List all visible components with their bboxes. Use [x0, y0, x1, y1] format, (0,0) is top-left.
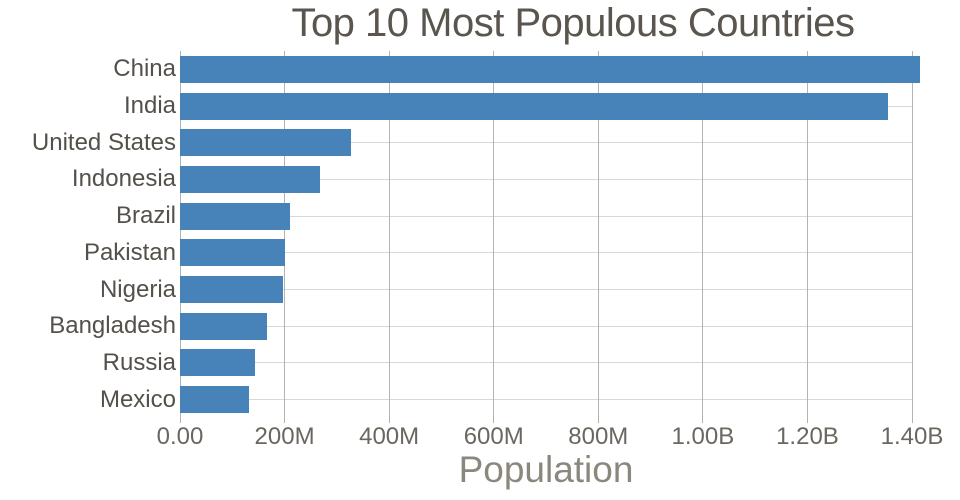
- y-tick-label-china: China: [113, 55, 176, 83]
- y-tick-label-india: India: [123, 92, 176, 120]
- plot-panel: [179, 51, 946, 423]
- gridline-x-200M: [284, 51, 286, 423]
- x-tick-label: 400M: [359, 423, 420, 450]
- gridline-y-nigeria: [180, 289, 912, 291]
- gridline-x-600M: [493, 51, 495, 423]
- bar-pakistan: [180, 239, 286, 267]
- bar-brazil: [180, 202, 291, 230]
- y-tick-label-bangladesh: Bangladesh: [49, 312, 176, 340]
- x-tick-label: 200M: [254, 423, 315, 450]
- y-tick-label-brazil: Brazil: [115, 202, 176, 230]
- gridline-x-400M: [388, 51, 390, 423]
- bar-russia: [180, 349, 256, 377]
- gridline-x-1.20B: [806, 51, 808, 423]
- bar-nigeria: [180, 276, 283, 304]
- x-tick-label: 0.00: [156, 423, 204, 450]
- gridline-y-indonesia: [180, 178, 912, 180]
- y-tick-label-pakistan: Pakistan: [83, 238, 176, 266]
- gridline-y-pakistan: [180, 252, 912, 254]
- bar-bangladesh: [180, 312, 267, 340]
- y-tick-label-russia: Russia: [102, 348, 176, 376]
- bar-united-states: [180, 129, 351, 157]
- y-tick-label-indonesia: Indonesia: [71, 165, 176, 193]
- y-tick-label-nigeria: Nigeria: [99, 275, 176, 303]
- gridline-y-bangladesh: [180, 325, 912, 327]
- gridline-x-800M: [597, 51, 599, 423]
- bar-china: [180, 55, 920, 83]
- x-tick-label: 600M: [463, 423, 524, 450]
- y-tick-label-mexico: Mexico: [99, 385, 176, 413]
- bar-indonesia: [180, 165, 320, 193]
- x-tick-label: 800M: [568, 423, 629, 450]
- x-axis-title: Population: [458, 449, 634, 490]
- chart-title: Top 10 Most Populous Countries: [291, 1, 855, 45]
- gridline-y-mexico: [180, 399, 912, 401]
- x-tick-label: 1.40B: [880, 423, 944, 450]
- gridline-y-russia: [180, 362, 912, 364]
- gridline-x-1.00B: [702, 51, 704, 423]
- bar-india: [180, 92, 888, 120]
- y-tick-label-united-states: United States: [31, 128, 176, 156]
- x-tick-label: 1.00B: [671, 423, 735, 450]
- x-tick-label: 1.20B: [776, 423, 839, 450]
- gridline-x-1.40B: [911, 51, 913, 423]
- gridline-x-0.00: [179, 51, 181, 423]
- gridline-y-brazil: [180, 215, 912, 217]
- bar-mexico: [180, 386, 249, 414]
- gridline-y-united-states: [180, 142, 912, 144]
